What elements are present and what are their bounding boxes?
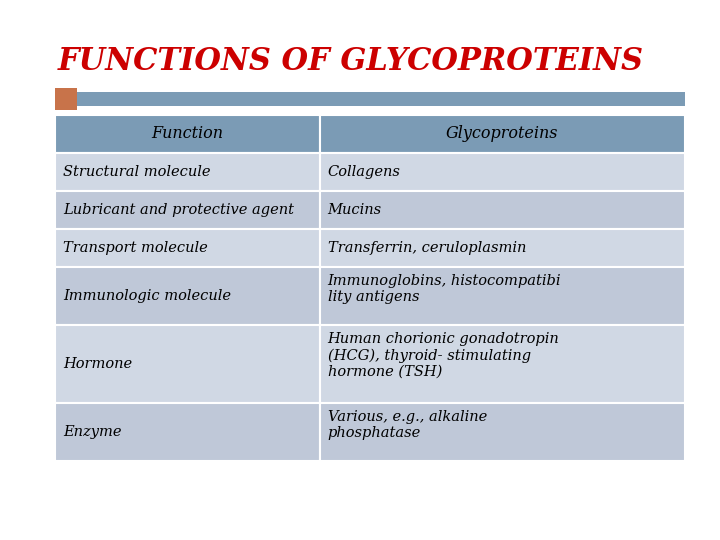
Text: Various, e.g., alkaline
phosphatase: Various, e.g., alkaline phosphatase xyxy=(328,410,487,440)
Bar xyxy=(320,115,685,153)
Bar xyxy=(320,403,685,461)
Bar xyxy=(55,325,320,403)
Bar xyxy=(320,325,685,403)
Text: Mucins: Mucins xyxy=(328,203,382,217)
Bar xyxy=(320,267,685,325)
Text: Function: Function xyxy=(151,125,223,143)
Text: Transferrin, ceruloplasmin: Transferrin, ceruloplasmin xyxy=(328,241,526,255)
Bar xyxy=(55,229,320,267)
Bar xyxy=(320,191,685,229)
Text: Transport molecule: Transport molecule xyxy=(63,241,208,255)
Bar xyxy=(55,92,685,106)
Bar xyxy=(55,88,77,110)
Bar xyxy=(55,115,320,153)
Bar xyxy=(55,267,320,325)
Text: Immunologic molecule: Immunologic molecule xyxy=(63,289,231,303)
Bar xyxy=(320,153,685,191)
Text: FUNCTIONS OF GLYCOPROTEINS: FUNCTIONS OF GLYCOPROTEINS xyxy=(58,46,644,78)
Text: Enzyme: Enzyme xyxy=(63,425,122,439)
Text: Lubricant and protective agent: Lubricant and protective agent xyxy=(63,203,294,217)
Bar xyxy=(55,191,320,229)
Text: Human chorionic gonadotropin
(HCG), thyroid- stimulating
hormone (TSH): Human chorionic gonadotropin (HCG), thyr… xyxy=(328,332,559,379)
Bar xyxy=(55,153,320,191)
Bar xyxy=(55,403,320,461)
Text: Glycoproteins: Glycoproteins xyxy=(446,125,559,143)
Text: Hormone: Hormone xyxy=(63,357,132,371)
Text: Collagens: Collagens xyxy=(328,165,400,179)
Bar xyxy=(320,229,685,267)
Text: Immunoglobins, histocompatibi
lity antigens: Immunoglobins, histocompatibi lity antig… xyxy=(328,274,561,304)
Text: Structural molecule: Structural molecule xyxy=(63,165,210,179)
